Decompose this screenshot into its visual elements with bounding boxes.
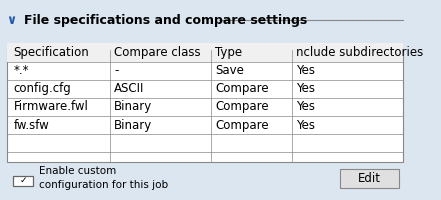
Text: config.cfg: config.cfg xyxy=(14,82,71,95)
FancyBboxPatch shape xyxy=(7,50,403,162)
FancyBboxPatch shape xyxy=(7,43,403,62)
Text: Compare: Compare xyxy=(215,82,269,95)
Text: Type: Type xyxy=(215,46,242,59)
Text: nclude subdirectories: nclude subdirectories xyxy=(296,46,423,59)
Text: Firmware.fwl: Firmware.fwl xyxy=(14,100,88,113)
Text: ASCII: ASCII xyxy=(114,82,145,95)
Text: Edit: Edit xyxy=(358,172,381,185)
Text: Yes: Yes xyxy=(296,82,315,95)
FancyBboxPatch shape xyxy=(340,169,399,188)
Text: fw.sfw: fw.sfw xyxy=(14,119,49,132)
Text: ✓: ✓ xyxy=(19,176,27,185)
Text: -: - xyxy=(114,64,119,77)
Text: Compare: Compare xyxy=(215,100,269,113)
Text: Save: Save xyxy=(215,64,244,77)
Text: Yes: Yes xyxy=(296,100,315,113)
Text: ∨: ∨ xyxy=(7,14,16,27)
Text: *.*: *.* xyxy=(14,64,29,77)
Text: Binary: Binary xyxy=(114,119,153,132)
Text: Yes: Yes xyxy=(296,119,315,132)
Text: Binary: Binary xyxy=(114,100,153,113)
Text: Compare: Compare xyxy=(215,119,269,132)
Text: Yes: Yes xyxy=(296,64,315,77)
Text: Enable custom
configuration for this job: Enable custom configuration for this job xyxy=(39,166,168,190)
Text: Compare class: Compare class xyxy=(114,46,201,59)
Text: File specifications and compare settings: File specifications and compare settings xyxy=(23,14,307,27)
FancyBboxPatch shape xyxy=(14,176,33,186)
Text: Specification: Specification xyxy=(14,46,89,59)
